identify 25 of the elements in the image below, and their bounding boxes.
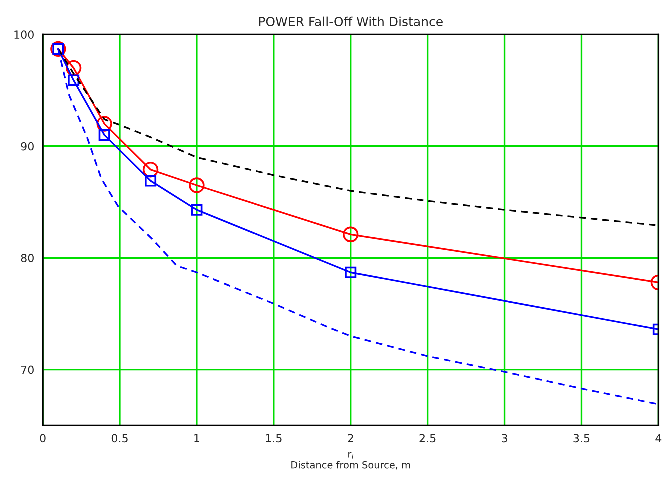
chart-title: POWER Fall-Off With Distance — [259, 16, 443, 26]
x-tick-label: 3 — [502, 434, 508, 443]
point — [68, 74, 80, 86]
x-tick-label: 2.5 — [420, 434, 436, 443]
y-tick-label: 70 — [21, 366, 34, 374]
x-tick-label: 0 — [40, 434, 46, 443]
point — [189, 178, 205, 194]
x-tick-label: 3.5 — [574, 434, 590, 443]
x-axis-title: r$_{l}$ Distance from Source, m — [292, 452, 410, 470]
x-tick-label: 0.5 — [112, 434, 128, 443]
point — [343, 226, 359, 242]
x-tick-label: 4 — [656, 434, 662, 442]
point — [345, 266, 357, 278]
point — [145, 175, 157, 187]
point — [191, 204, 203, 216]
point — [96, 116, 112, 132]
x-tick-label: 1.5 — [266, 434, 282, 443]
point — [142, 162, 159, 178]
y-tick-label: 90 — [21, 142, 34, 151]
point — [98, 129, 110, 141]
x-tick-label: 2 — [348, 434, 354, 442]
y-tick-label: 80 — [21, 254, 34, 262]
point — [66, 60, 82, 76]
x-tick-label: 1 — [194, 434, 200, 442]
y-tick-label: 100 — [14, 30, 34, 40]
